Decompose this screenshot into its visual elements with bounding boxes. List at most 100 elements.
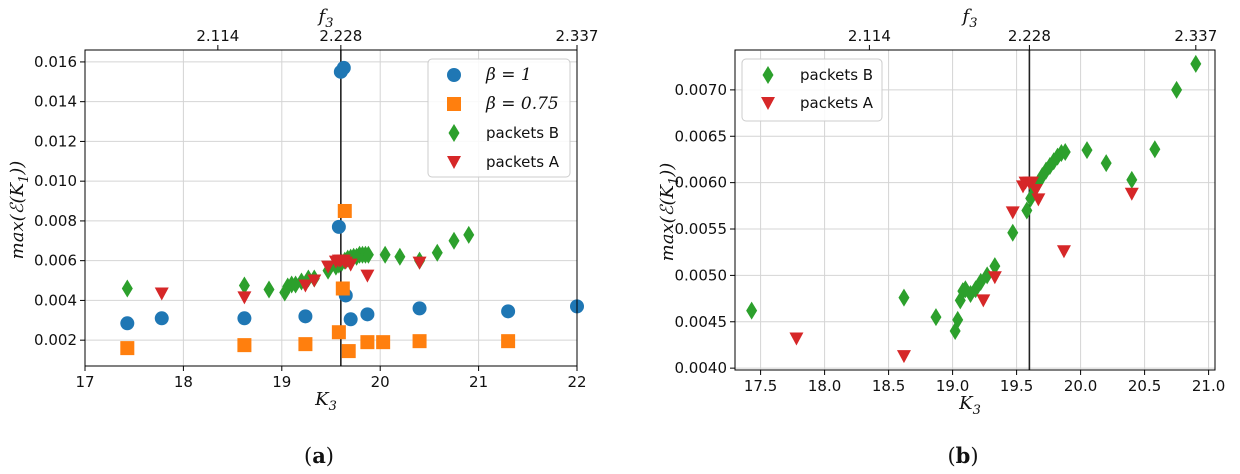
data-point <box>1021 201 1033 220</box>
legend-marker <box>761 97 775 110</box>
data-point <box>360 335 375 350</box>
data-point <box>237 338 252 353</box>
data-point <box>237 311 252 326</box>
data-point <box>746 301 758 320</box>
y-tick-label: 0.014 <box>34 93 77 111</box>
data-point <box>981 266 993 285</box>
legend-label: packets A <box>800 94 874 112</box>
data-point <box>1028 184 1043 198</box>
x-tick-label: 20 <box>371 373 390 391</box>
x-tick-label: 18.0 <box>808 377 841 395</box>
caption-paren-close: ) <box>970 444 978 468</box>
panel-caption: (b) <box>947 443 978 468</box>
data-point <box>376 335 391 350</box>
y-tick-label: 0.0070 <box>675 81 728 99</box>
legend-marker <box>448 124 460 142</box>
y-axis-label: max(ℰ(K1)) <box>657 163 682 262</box>
y-axis-label-tail: )) <box>657 163 678 178</box>
data-point <box>331 325 346 340</box>
data-point <box>238 276 250 295</box>
y-axis-label-main: max(ℰ(K <box>657 183 678 261</box>
chart-panel-a: 17 18 19 20 21 22 0.002 0.004 0.006 0.008 0.010 0.0… <box>34 27 598 468</box>
data-point <box>896 350 911 364</box>
legend-label: packets B <box>800 66 873 84</box>
y-tick-label: 0.002 <box>34 331 77 349</box>
x-tick-label: 22 <box>567 373 586 391</box>
top-x-tick-label: 2.114 <box>196 27 239 45</box>
data-point <box>298 337 313 352</box>
y-axis-label-sub: 1 <box>667 177 682 185</box>
data-point <box>1149 140 1161 159</box>
caption-letter: b <box>956 443 971 468</box>
legend: β = 1 β = 0.75 packets B packets A <box>427 58 571 178</box>
data-point <box>321 260 336 274</box>
y-axis-label-main: max(ℰ(K <box>7 181 28 259</box>
data-point <box>379 245 391 264</box>
y-axis-label-sub: 1 <box>17 175 32 183</box>
data-point <box>463 225 475 244</box>
data-point <box>1059 143 1071 162</box>
x-tick-label: 20.0 <box>1064 377 1097 395</box>
data-point <box>1100 154 1112 173</box>
caption-paren-close: ) <box>326 444 334 468</box>
y-tick-label: 0.0055 <box>675 220 728 238</box>
data-point <box>337 203 352 218</box>
top-x-tick-label: 2.114 <box>848 27 891 45</box>
data-point <box>331 219 346 234</box>
data-point <box>343 258 358 272</box>
chart-panel-b: 17.5 18.0 18.5 19.0 19.5 20.0 20.5 21.0 0.0040 0.… <box>675 27 1226 468</box>
top-x-axis-label: f3 <box>961 6 978 31</box>
x-tick-label: 18 <box>174 373 193 391</box>
x-axis-label-main: K <box>314 389 330 410</box>
top-x-axis-label-sub: 3 <box>969 16 977 31</box>
series-packets-a <box>789 176 1139 364</box>
legend-marker <box>762 66 774 84</box>
x-tick-label: 17 <box>75 373 94 391</box>
data-point <box>298 279 313 293</box>
legend: packets B packets A <box>741 58 883 122</box>
data-point <box>789 332 804 346</box>
x-tick-label: 18.5 <box>872 377 905 395</box>
data-point <box>120 341 135 356</box>
x-axis-label-sub: 3 <box>329 399 337 414</box>
legend-marker <box>447 68 461 82</box>
data-point <box>360 269 375 283</box>
legend-label: β = 0.75 <box>485 94 559 114</box>
caption-paren-open: ( <box>947 444 955 468</box>
x-tick-label: 20.5 <box>1128 377 1161 395</box>
data-point <box>298 309 313 324</box>
data-point <box>1124 187 1139 201</box>
data-point <box>412 301 427 316</box>
data-point <box>1005 206 1020 220</box>
data-point <box>154 287 169 301</box>
data-point <box>263 280 275 299</box>
x-axis-label-sub: 3 <box>973 403 981 418</box>
x-tick-label: 19.5 <box>1000 377 1033 395</box>
x-tick-label: 19 <box>272 373 291 391</box>
y-tick-label: 0.004 <box>34 291 77 309</box>
legend-marker <box>447 97 461 111</box>
data-point <box>952 310 964 329</box>
legend-label: packets A <box>486 153 560 171</box>
data-point <box>431 243 443 262</box>
x-tick-label: 21 <box>469 373 488 391</box>
data-point <box>987 271 1002 285</box>
plot-frame <box>734 49 1216 371</box>
top-x-tick-label: 2.228 <box>1008 27 1051 45</box>
data-point <box>412 256 427 270</box>
data-point <box>362 245 374 264</box>
data-point <box>1024 176 1039 190</box>
top-x-tick-label: 2.337 <box>556 27 599 45</box>
legend-label: packets B <box>486 124 559 142</box>
legend-label: β = 1 <box>485 65 532 85</box>
data-point <box>1171 80 1183 99</box>
data-point <box>1007 223 1019 242</box>
y-tick-label: 0.016 <box>34 53 77 71</box>
data-point <box>448 231 460 250</box>
data-point <box>1056 245 1071 259</box>
data-point <box>1031 193 1046 207</box>
panel-caption: (a) <box>304 443 334 468</box>
caption-paren-open: ( <box>304 444 312 468</box>
series-packets-a <box>154 254 427 305</box>
